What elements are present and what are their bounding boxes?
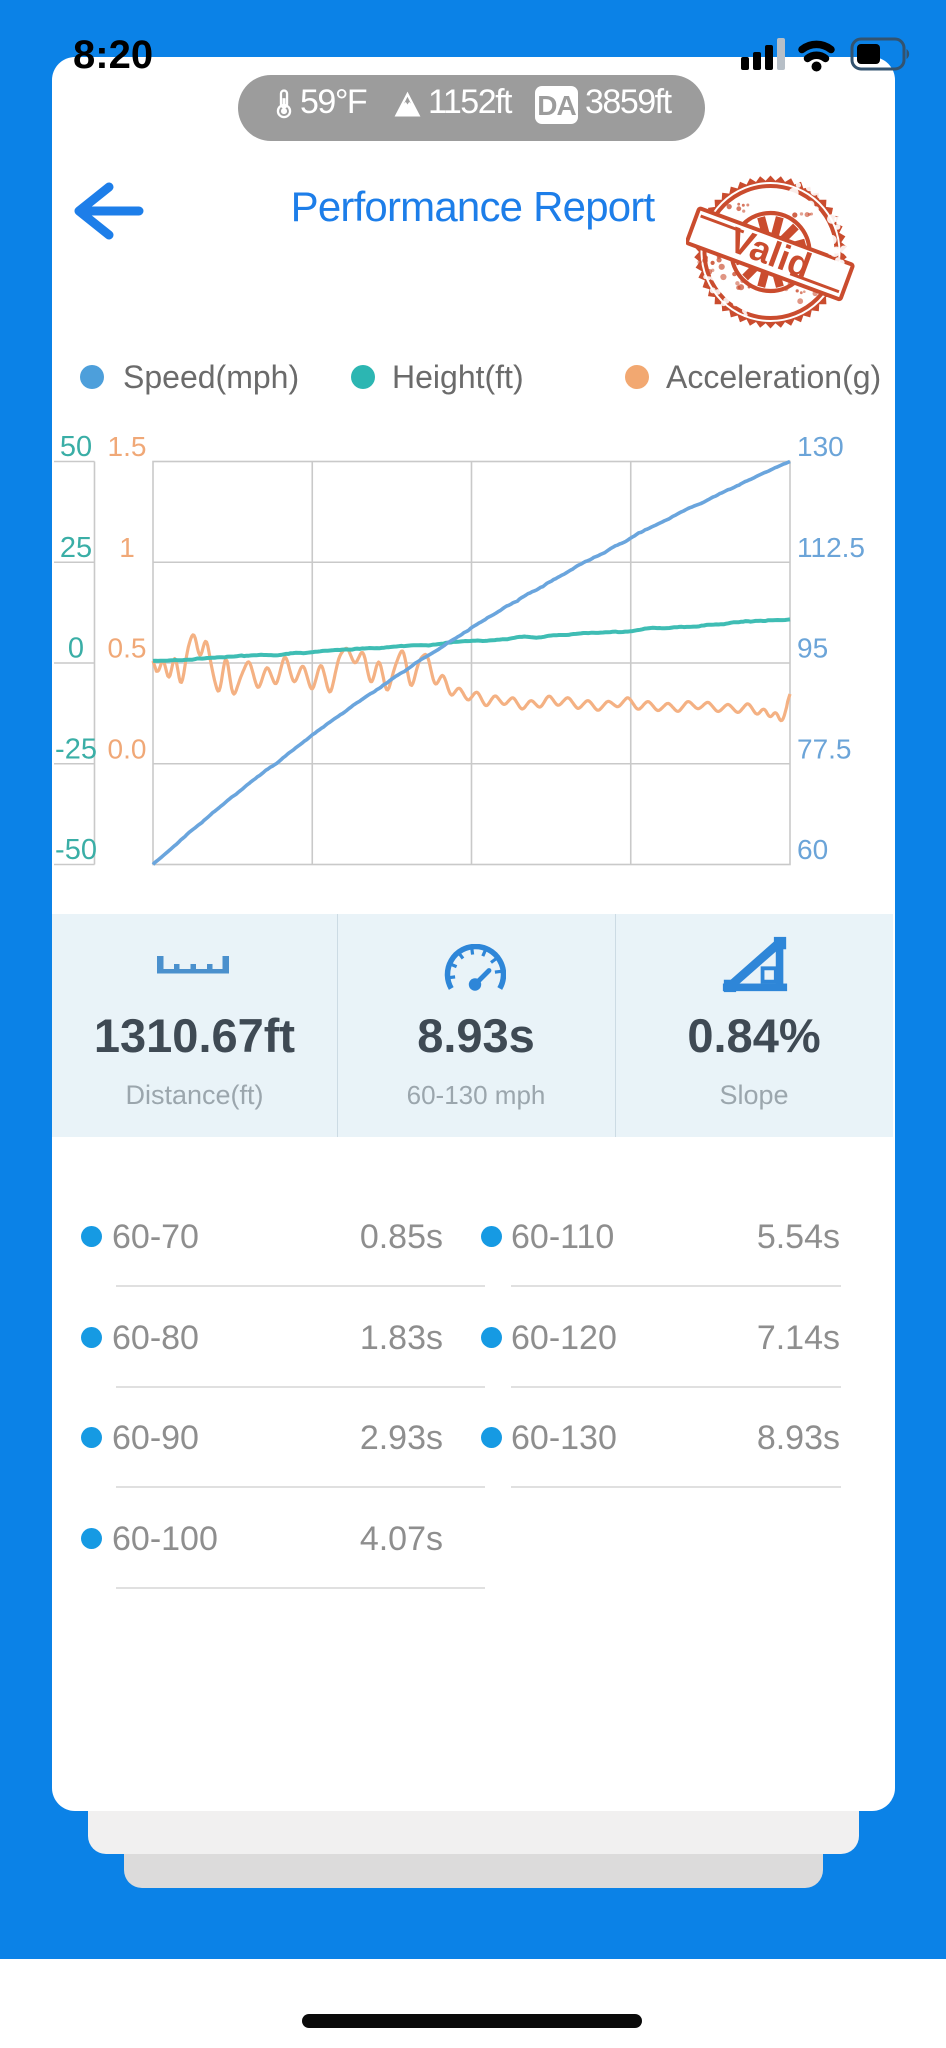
svg-text:1.5: 1.5 bbox=[108, 431, 147, 462]
svg-text:95: 95 bbox=[797, 633, 828, 664]
svg-text:1: 1 bbox=[119, 532, 135, 563]
svg-text:25: 25 bbox=[60, 532, 92, 564]
svg-text:0.0: 0.0 bbox=[108, 734, 147, 765]
svg-text:-25: -25 bbox=[55, 734, 97, 766]
svg-text:60: 60 bbox=[797, 834, 828, 865]
svg-text:130: 130 bbox=[797, 431, 844, 462]
svg-text:0.5: 0.5 bbox=[108, 633, 147, 664]
svg-text:0: 0 bbox=[68, 633, 84, 665]
svg-text:77.5: 77.5 bbox=[797, 734, 852, 765]
svg-text:112.5: 112.5 bbox=[797, 532, 865, 563]
svg-text:50: 50 bbox=[60, 431, 92, 463]
svg-text:-50: -50 bbox=[55, 834, 97, 866]
